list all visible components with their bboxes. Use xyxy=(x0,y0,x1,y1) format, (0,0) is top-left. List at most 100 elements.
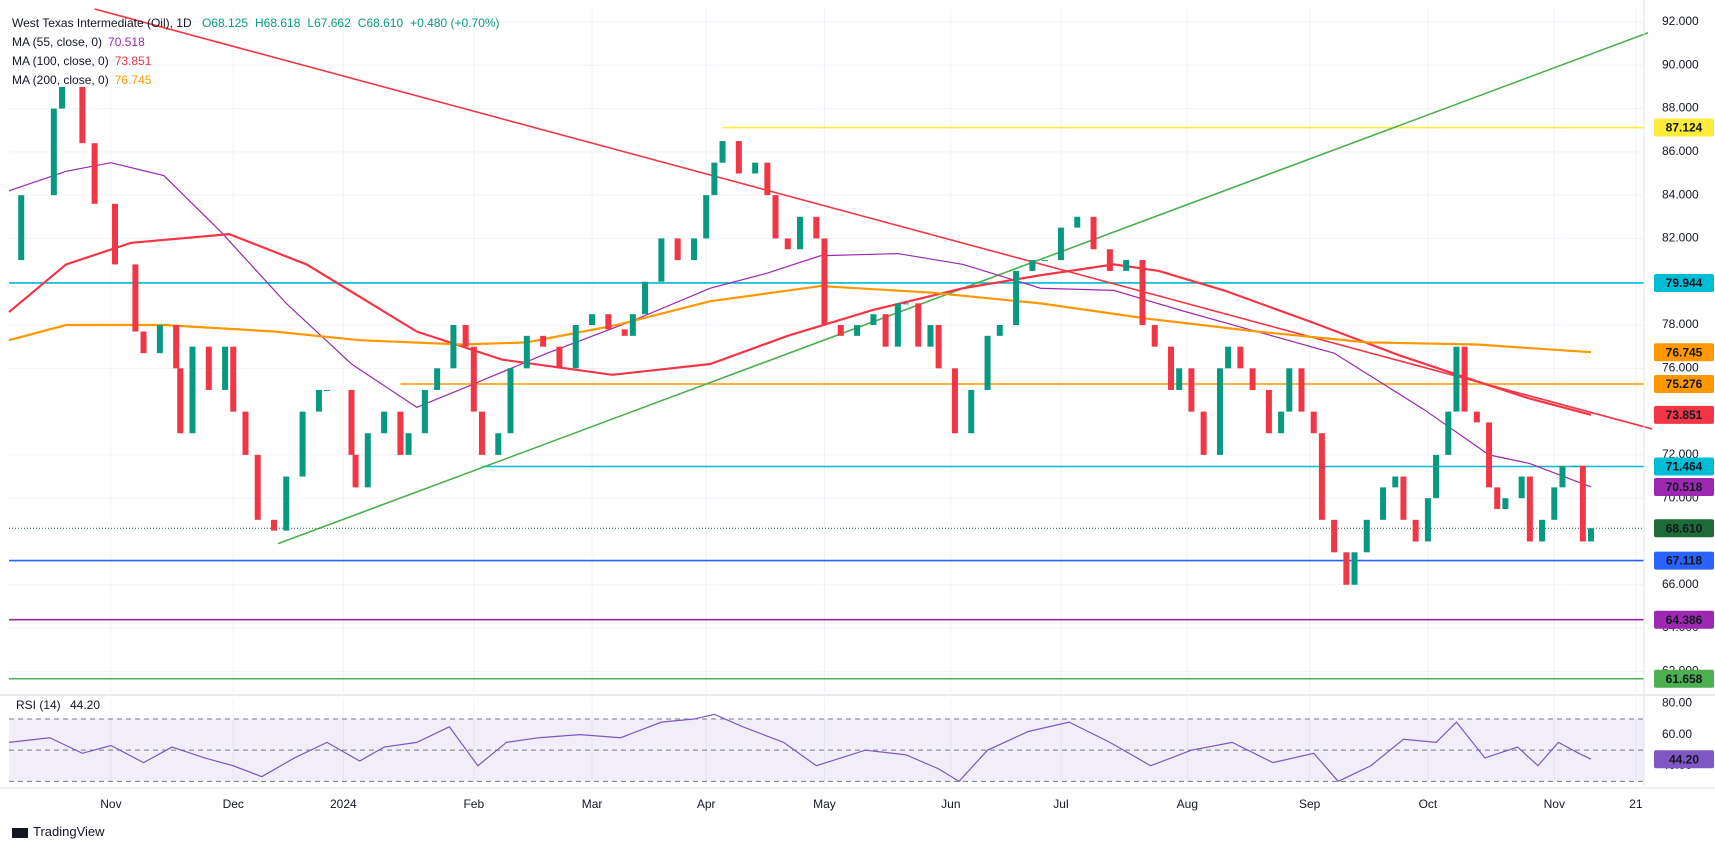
ohlc-value: C68.610 xyxy=(357,16,404,30)
candle xyxy=(79,86,86,144)
candle xyxy=(324,389,331,391)
rsi-name: RSI (14) xyxy=(16,698,61,712)
candle xyxy=(1188,368,1195,412)
price-label-box xyxy=(1654,457,1714,476)
candle xyxy=(1551,487,1558,520)
candle xyxy=(894,303,901,347)
price-label-box xyxy=(1654,551,1714,570)
candle xyxy=(1343,552,1350,585)
candle xyxy=(1453,346,1460,412)
candle xyxy=(1433,454,1440,499)
candle xyxy=(1363,519,1370,553)
candle xyxy=(605,314,612,330)
price-label: 71.464 xyxy=(1666,460,1703,474)
price-label-box xyxy=(1654,118,1714,137)
candle xyxy=(299,411,306,477)
candle xyxy=(1286,368,1293,412)
price-label-box xyxy=(1654,519,1714,538)
candle xyxy=(1249,368,1256,390)
ma-legend-row: MA (200, close, 0) 76.745 xyxy=(12,73,151,87)
rsi-legend-value: 44.20 xyxy=(70,698,100,712)
candle xyxy=(968,389,975,434)
ma-line xyxy=(8,284,1592,354)
ma-legend-row: MA (55, close, 0) 70.518 xyxy=(12,35,145,49)
candle xyxy=(1579,465,1586,542)
candle xyxy=(230,346,237,412)
ohlc-value: H68.618 xyxy=(255,16,301,30)
price-label-box xyxy=(1654,669,1714,688)
candle xyxy=(642,281,649,315)
candle xyxy=(772,195,779,239)
candle xyxy=(540,335,547,347)
candle xyxy=(421,389,428,434)
candle xyxy=(1380,487,1387,520)
ma-name: MA (100, close, 0) xyxy=(12,54,109,68)
x-tick-label: Jul xyxy=(1053,797,1068,811)
candle xyxy=(935,325,942,369)
candle xyxy=(764,162,771,196)
candle xyxy=(837,325,844,336)
candle xyxy=(59,86,66,109)
header: West Texas Intermediate (Oil), 1D O68.12… xyxy=(12,16,514,30)
candle xyxy=(381,411,388,434)
candle xyxy=(1445,411,1452,455)
candle xyxy=(1539,519,1546,542)
x-tick-label: Jun xyxy=(941,797,960,811)
y-tick-label: 84.000 xyxy=(1662,187,1699,201)
candle xyxy=(915,303,922,347)
y-tick-label: 76.000 xyxy=(1662,360,1699,374)
x-tick-label: Apr xyxy=(697,797,716,811)
candle xyxy=(984,335,991,390)
x-tick-label: 2024 xyxy=(330,797,357,811)
candle xyxy=(1151,325,1158,347)
ma-value: 73.851 xyxy=(114,54,152,68)
price-label: 64.386 xyxy=(1666,613,1703,627)
candle xyxy=(1029,260,1036,271)
candle xyxy=(589,314,596,326)
price-label: 87.124 xyxy=(1666,121,1703,135)
candle xyxy=(903,303,910,305)
x-tick-label: May xyxy=(813,797,836,811)
candle xyxy=(91,143,98,204)
candle xyxy=(735,141,742,174)
y-tick-label: 88.000 xyxy=(1662,101,1699,115)
candle xyxy=(674,238,681,261)
ma-legend-row: MA (100, close, 0) 73.851 xyxy=(12,54,151,68)
candle xyxy=(784,238,791,250)
candle xyxy=(1486,422,1493,488)
candle xyxy=(572,325,579,369)
candle xyxy=(1013,270,1020,326)
price-label: 79.944 xyxy=(1666,276,1703,290)
ohlc-value: +0.480 (+0.70%) xyxy=(410,16,500,30)
rsi-tick-label: 60.00 xyxy=(1662,727,1692,741)
ohlc-value: L67.662 xyxy=(307,16,351,30)
candle xyxy=(348,389,355,455)
candle xyxy=(173,325,180,369)
price-label-box xyxy=(1654,374,1714,393)
candle xyxy=(397,411,404,455)
candle xyxy=(18,195,25,261)
instrument-title: West Texas Intermediate (Oil), 1D xyxy=(12,16,192,30)
candle xyxy=(1237,346,1244,369)
footer-logo: TradingView xyxy=(12,824,112,839)
candle xyxy=(1473,411,1480,423)
ma-line xyxy=(8,162,1592,488)
candle xyxy=(951,368,958,434)
x-tick-label: Dec xyxy=(223,797,244,811)
candle xyxy=(352,454,359,488)
candle xyxy=(1400,476,1407,520)
price-label: 67.118 xyxy=(1666,554,1702,568)
rsi-tick-label: 80.00 xyxy=(1662,696,1692,710)
candle xyxy=(50,108,57,196)
candle xyxy=(507,368,514,434)
candle xyxy=(1041,260,1048,262)
candle xyxy=(271,519,278,531)
price-label: 61.658 xyxy=(1666,672,1703,686)
price-label: 73.851 xyxy=(1666,408,1703,422)
candle xyxy=(556,346,563,369)
footer-text: TradingView xyxy=(33,824,105,839)
candle xyxy=(1331,519,1338,553)
candle xyxy=(927,325,934,347)
candle xyxy=(1587,528,1594,542)
x-tick-label: Oct xyxy=(1419,797,1438,811)
